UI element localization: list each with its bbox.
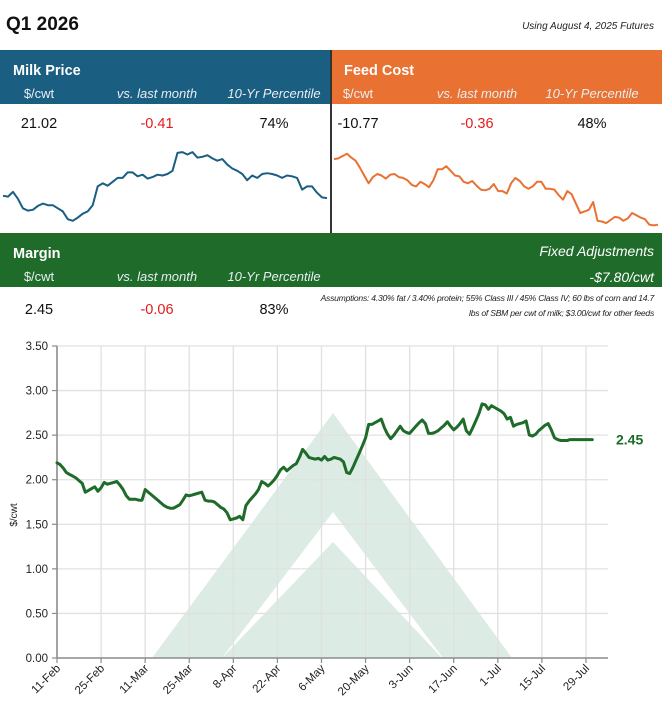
y-tick-label: 2.00 <box>26 475 48 487</box>
x-tick-label: 1-Jul <box>478 663 504 689</box>
margin-title: Margin <box>13 246 61 262</box>
watermark-outer-chevron <box>152 413 512 658</box>
x-tick-label: 15-Jul <box>517 663 548 694</box>
x-tick-label: 11-Feb <box>29 663 63 697</box>
milk-price-value: 21.02 <box>20 116 58 132</box>
y-tick-label: 1.00 <box>26 564 48 576</box>
x-axis-ticks: 11-Feb 25-Feb 11-Mar 25-Mar 8-Apr 22-Apr 6-May… <box>29 658 592 698</box>
page-title: Q1 2026 <box>6 14 79 35</box>
feed-change-header: vs. last month <box>436 86 518 101</box>
x-tick-label: 11-Mar <box>118 663 152 697</box>
milk-price-title: Milk Price <box>13 63 81 79</box>
fixed-adjustments-label: Fixed Adjustments <box>539 243 654 259</box>
y-tick-label: 3.00 <box>26 386 48 398</box>
feed-units-header: $/cwt <box>342 86 374 101</box>
feed-percentile-header: 10-Yr Percentile <box>545 86 639 101</box>
milk-units-header: $/cwt <box>23 86 55 101</box>
x-tick-label: 20-May <box>336 662 372 698</box>
x-tick-label: 3-Jun <box>387 663 416 692</box>
feed-cost-value: -10.77 <box>337 116 379 132</box>
feed-sparkline-path <box>333 152 659 227</box>
x-tick-label: 6-May <box>297 662 328 693</box>
margin-percentile: 83% <box>259 302 289 318</box>
chart-grid <box>57 345 608 658</box>
margin-panel: Margin $/cwt vs. last month 10-Yr Percen… <box>0 233 662 323</box>
milk-price-sparkline <box>2 151 328 222</box>
margin-units-header: $/cwt <box>23 269 55 284</box>
y-tick-label: 2.50 <box>26 430 48 442</box>
futures-date-note: Using August 4, 2025 Futures <box>522 21 654 32</box>
milk-sparkline-path <box>2 151 328 222</box>
x-tick-label: 22-Apr <box>251 663 284 696</box>
assumptions-note: Assumptions: 4.30% fat / 3.40% protein; … <box>320 293 655 318</box>
milk-price-header: Milk Price $/cwt vs. last month 10-Yr Pe… <box>0 50 331 104</box>
feed-cost-percentile: 48% <box>577 116 607 132</box>
margin-change-header: vs. last month <box>116 269 198 284</box>
x-tick-label: 25-Feb <box>73 663 107 697</box>
panel-divider <box>330 50 332 233</box>
logo-watermark <box>152 413 512 658</box>
x-tick-label: 25-Mar <box>161 663 195 697</box>
feed-cost-title: Feed Cost <box>344 63 415 79</box>
feed-cost-header: Feed Cost $/cwt vs. last month 10-Yr Per… <box>331 50 662 104</box>
margin-header: Margin $/cwt vs. last month 10-Yr Percen… <box>0 233 662 287</box>
feed-cost-change: -0.36 <box>460 116 494 132</box>
y-tick-label: 0.00 <box>26 653 48 665</box>
y-tick-label: 3.50 <box>26 341 48 353</box>
milk-price-percentile: 74% <box>259 116 289 132</box>
milk-percentile-header: 10-Yr Percentile <box>227 86 321 101</box>
x-tick-label: 17-Jun <box>426 663 459 696</box>
y-axis-ticks: 0.00 0.50 1.00 1.50 2.00 2.50 3.00 3.50 <box>26 341 57 665</box>
margin-chart: 0.00 0.50 1.00 1.50 2.00 2.50 3.00 3.50 11-Feb 2… <box>0 330 662 720</box>
milk-price-change: -0.41 <box>140 116 174 132</box>
y-tick-label: 0.50 <box>26 608 48 620</box>
margin-value: 2.45 <box>24 302 54 318</box>
end-value-label: 2.45 <box>616 432 643 448</box>
chart-axes <box>56 346 608 659</box>
milk-change-header: vs. last month <box>116 86 198 101</box>
fixed-adjustments-value: -$7.80/cwt <box>589 269 654 285</box>
x-tick-label: 8-Apr <box>211 663 239 691</box>
margin-chart-svg: 0.00 0.50 1.00 1.50 2.00 2.50 3.00 3.50 11-Feb 2… <box>9 341 643 698</box>
margin-change: -0.06 <box>140 302 174 318</box>
margin-series-line <box>55 402 594 522</box>
y-tick-label: 1.50 <box>26 519 48 531</box>
y-axis-title: $/cwt <box>9 503 20 527</box>
margin-percentile-header: 10-Yr Percentile <box>227 269 321 284</box>
feed-cost-sparkline <box>333 152 659 227</box>
watermark-mid-band <box>186 462 478 658</box>
milk-price-panel: Milk Price $/cwt vs. last month 10-Yr Pe… <box>0 50 331 233</box>
feed-cost-panel: Feed Cost $/cwt vs. last month 10-Yr Per… <box>331 50 662 233</box>
x-tick-label: 29-Jul <box>561 663 592 694</box>
